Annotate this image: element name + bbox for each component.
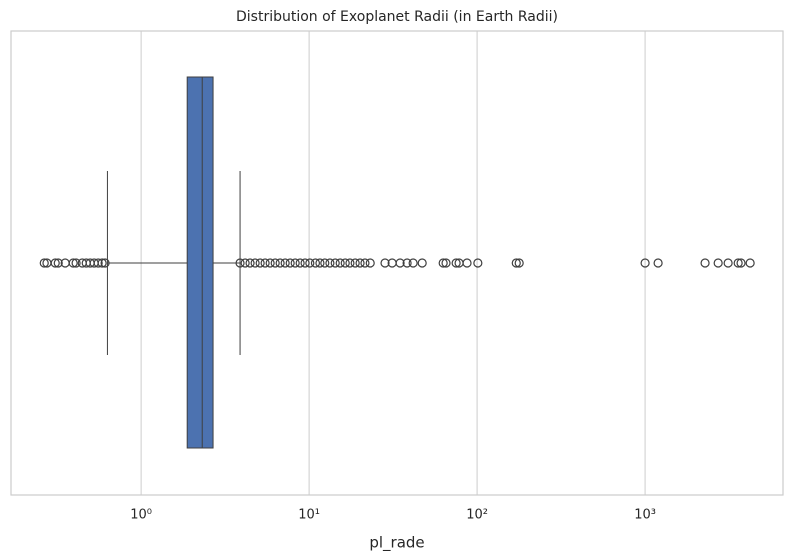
outlier <box>68 258 78 268</box>
outlier <box>745 258 755 268</box>
outlier <box>360 258 370 268</box>
outlier <box>100 258 110 268</box>
outlier <box>255 258 265 268</box>
outlier <box>514 258 524 268</box>
outlier <box>280 258 290 268</box>
outlier <box>260 258 270 268</box>
x-axis-label: pl_rade <box>369 534 424 553</box>
outlier <box>417 258 427 268</box>
outlier <box>365 258 375 268</box>
outlier <box>640 258 650 268</box>
plot-frame <box>10 30 784 496</box>
outlier <box>270 258 280 268</box>
outlier <box>340 258 350 268</box>
outlier <box>53 258 63 268</box>
outlier <box>93 258 103 268</box>
outlier <box>402 258 412 268</box>
outlier <box>325 258 335 268</box>
outlier <box>315 258 325 268</box>
outlier <box>473 258 483 268</box>
outlier <box>462 258 472 268</box>
outlier <box>39 258 49 268</box>
outlier <box>408 258 418 268</box>
outlier <box>285 258 295 268</box>
chart-title: Distribution of Exoplanet Radii (in Eart… <box>236 9 558 25</box>
outlier <box>240 258 250 268</box>
x-tick-label: 10¹ <box>298 508 320 523</box>
outlier <box>451 258 461 268</box>
x-tick-label: 10² <box>466 508 488 523</box>
outlier <box>275 258 285 268</box>
outlier <box>310 258 321 268</box>
outlier <box>380 258 390 268</box>
outlier <box>345 258 355 268</box>
outlier <box>395 258 405 268</box>
outlier <box>305 258 315 268</box>
outlier <box>355 258 365 268</box>
outlier <box>71 258 81 268</box>
outlier <box>713 258 723 268</box>
outlier <box>245 258 255 268</box>
outlier <box>295 258 305 268</box>
outlier <box>265 258 275 268</box>
outlier <box>438 258 448 268</box>
x-tick-label: 10³ <box>634 508 656 523</box>
outlier <box>235 258 245 268</box>
x-tick-label: 10⁰ <box>130 508 152 523</box>
outlier <box>736 258 746 268</box>
outlier <box>511 258 521 268</box>
outlier <box>330 258 340 268</box>
outlier <box>300 258 310 268</box>
outlier <box>290 258 300 268</box>
outlier <box>97 258 107 268</box>
outlier <box>723 258 733 268</box>
outlier <box>50 258 60 268</box>
outlier <box>250 258 260 268</box>
outlier <box>441 258 451 268</box>
outlier <box>733 258 743 268</box>
outlier <box>653 258 663 268</box>
outlier <box>335 258 345 268</box>
outlier <box>350 258 360 268</box>
outlier <box>700 258 710 268</box>
outlier <box>320 258 330 268</box>
box <box>186 76 214 449</box>
